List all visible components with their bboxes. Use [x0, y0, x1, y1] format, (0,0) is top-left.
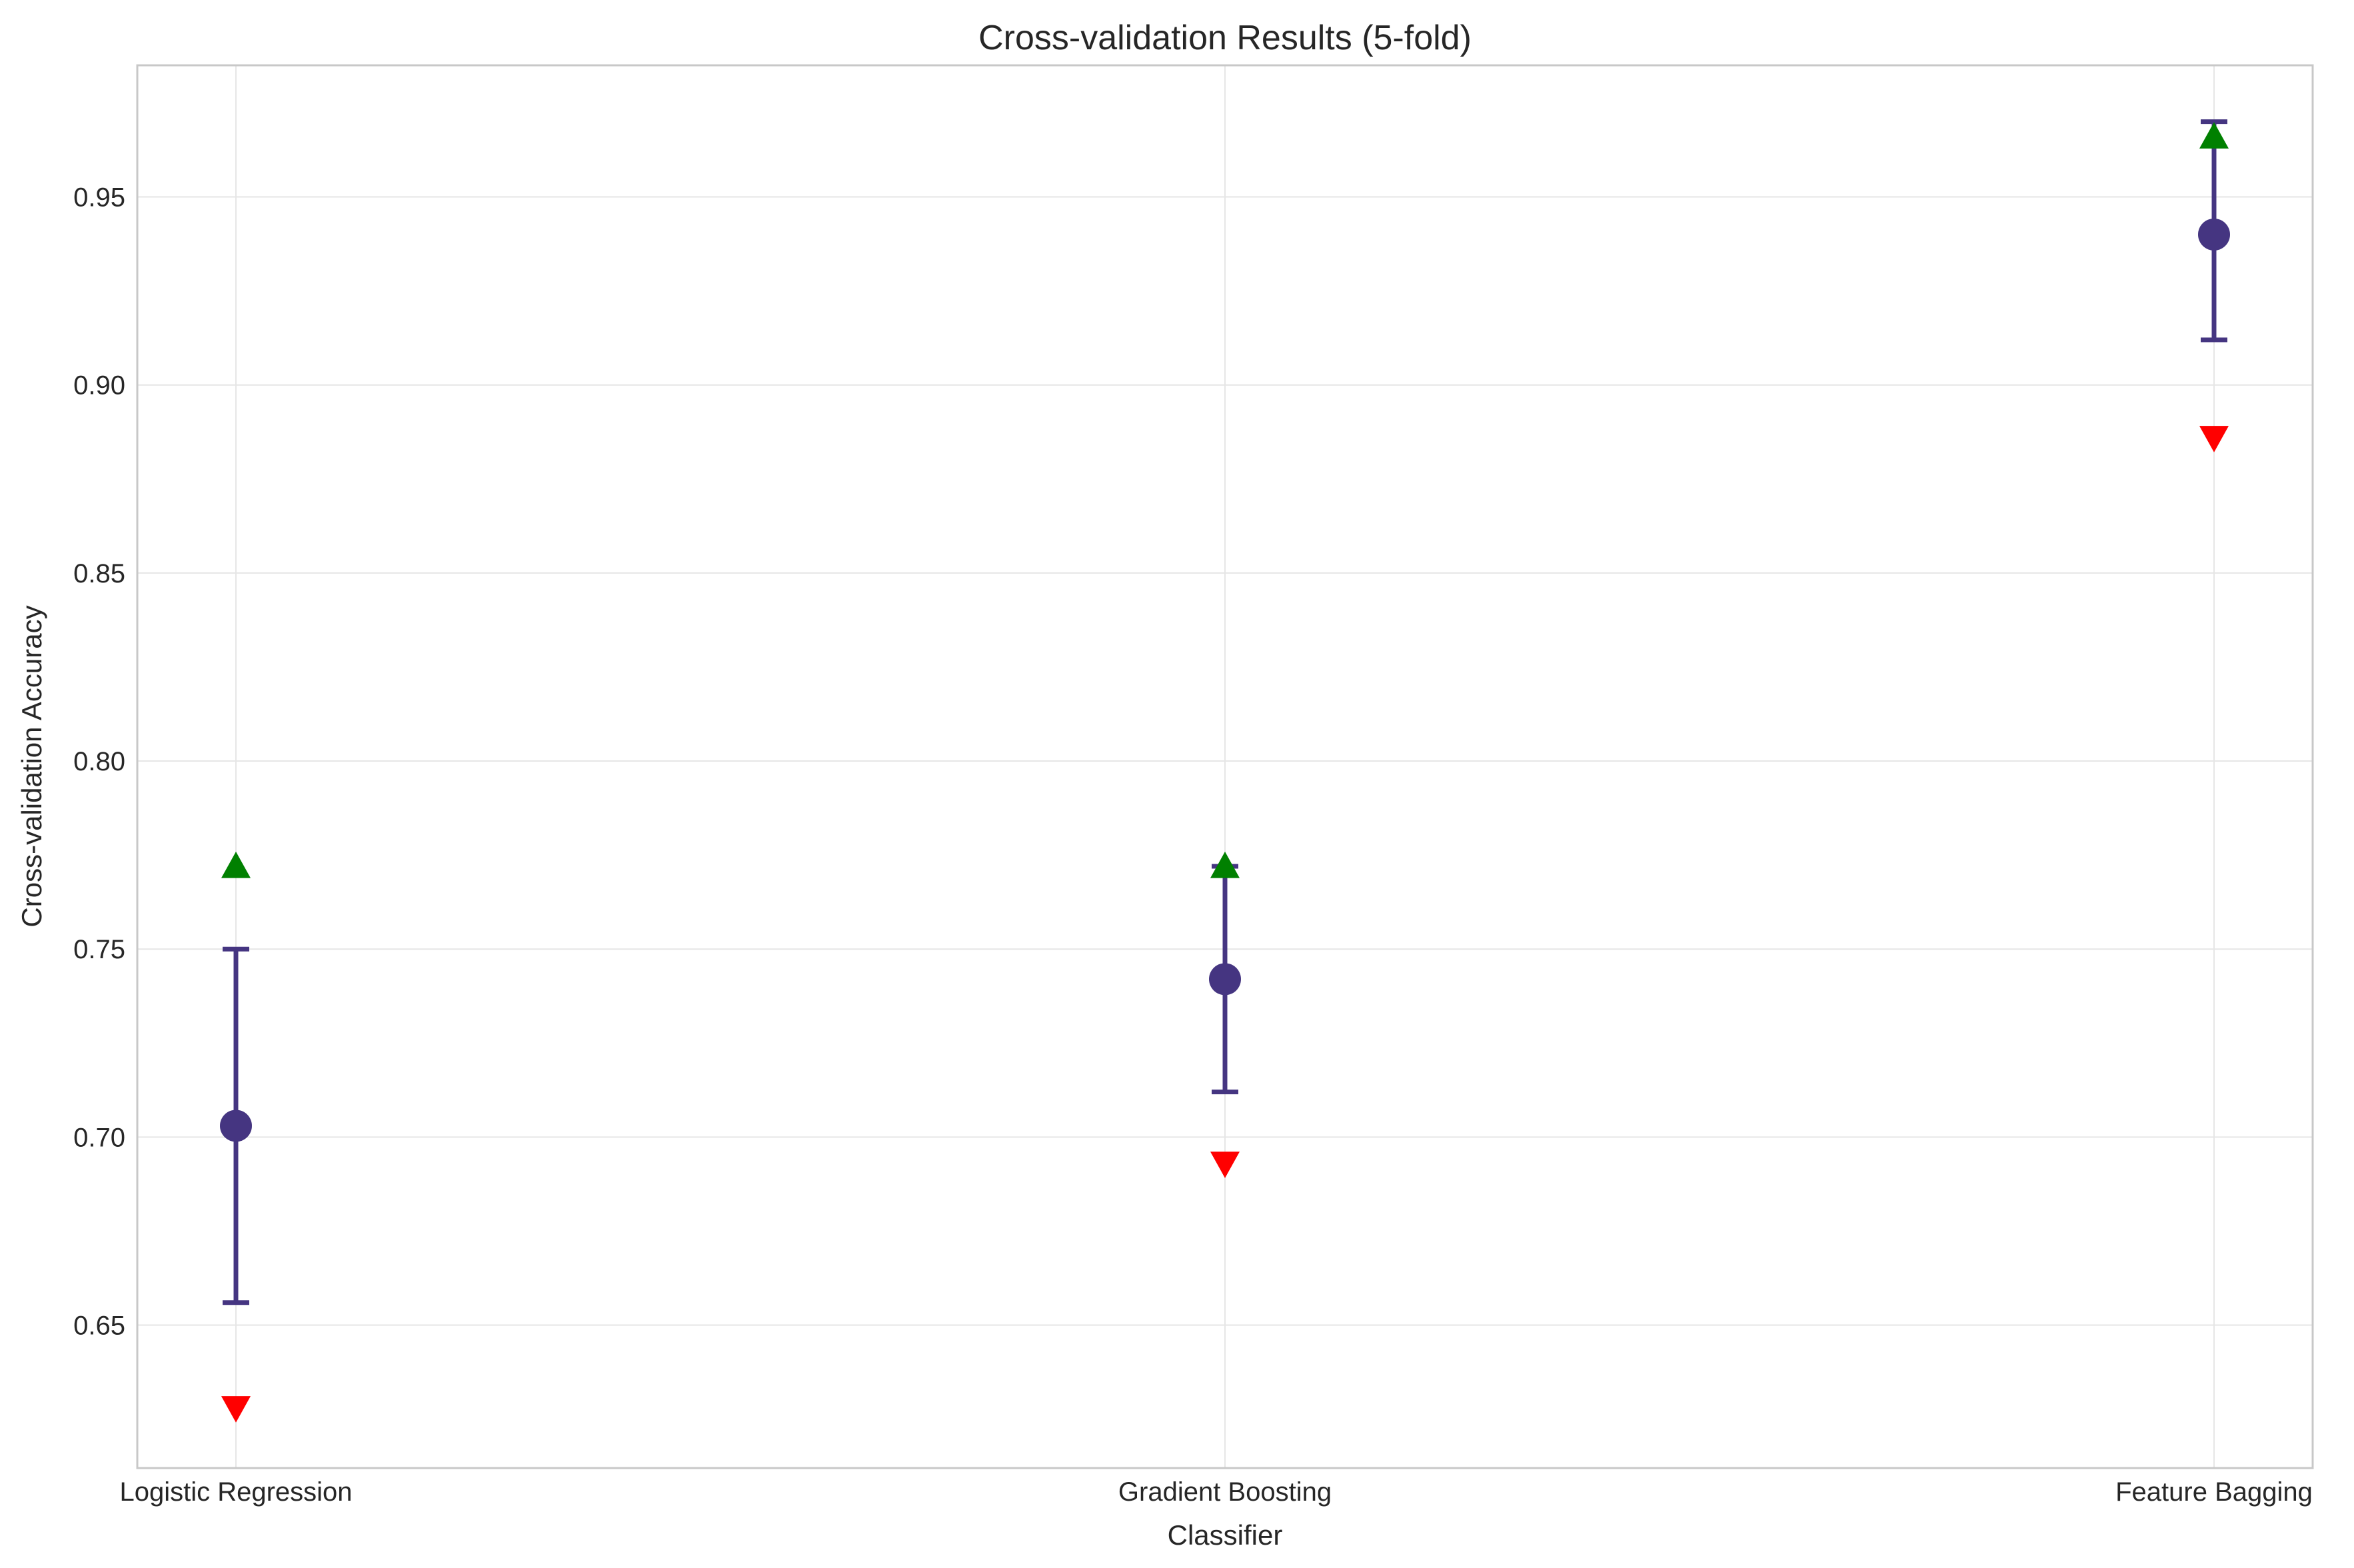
max-marker	[1210, 852, 1240, 878]
chart-title: Cross-validation Results (5-fold)	[978, 19, 1472, 57]
max-marker	[2199, 122, 2229, 149]
y-tick-label: 0.90	[73, 371, 125, 400]
min-marker	[2199, 426, 2229, 452]
grid-layer	[137, 65, 2313, 1468]
y-tick-label: 0.95	[73, 183, 125, 213]
min-marker	[1210, 1152, 1240, 1178]
y-tick-label: 0.80	[73, 747, 125, 776]
y-tick-label: 0.65	[73, 1311, 125, 1341]
x-tick-labels: Logistic Regression Gradient Boosting Feat…	[119, 1477, 2312, 1507]
data-marks	[220, 119, 2230, 1423]
y-tick-label: 0.75	[73, 935, 125, 964]
y-axis-label: Cross-validation Accuracy	[16, 605, 47, 927]
x-tick-label: Gradient Boosting	[1118, 1477, 1332, 1507]
y-tick-label: 0.85	[73, 559, 125, 588]
mean-point	[1209, 963, 1241, 996]
x-axis-label: Classifier	[1168, 1519, 1283, 1551]
plot-frame	[136, 64, 2314, 1469]
max-marker	[221, 852, 251, 878]
mean-point	[220, 1110, 252, 1142]
x-tick-label: Logistic Regression	[119, 1477, 352, 1507]
x-tick-label: Feature Bagging	[2115, 1477, 2313, 1507]
y-tick-label: 0.70	[73, 1123, 125, 1152]
mean-point	[2198, 218, 2230, 251]
y-tick-labels: 0.65 0.70 0.75 0.80 0.85 0.90 0.95	[73, 183, 125, 1341]
min-marker	[221, 1396, 251, 1423]
